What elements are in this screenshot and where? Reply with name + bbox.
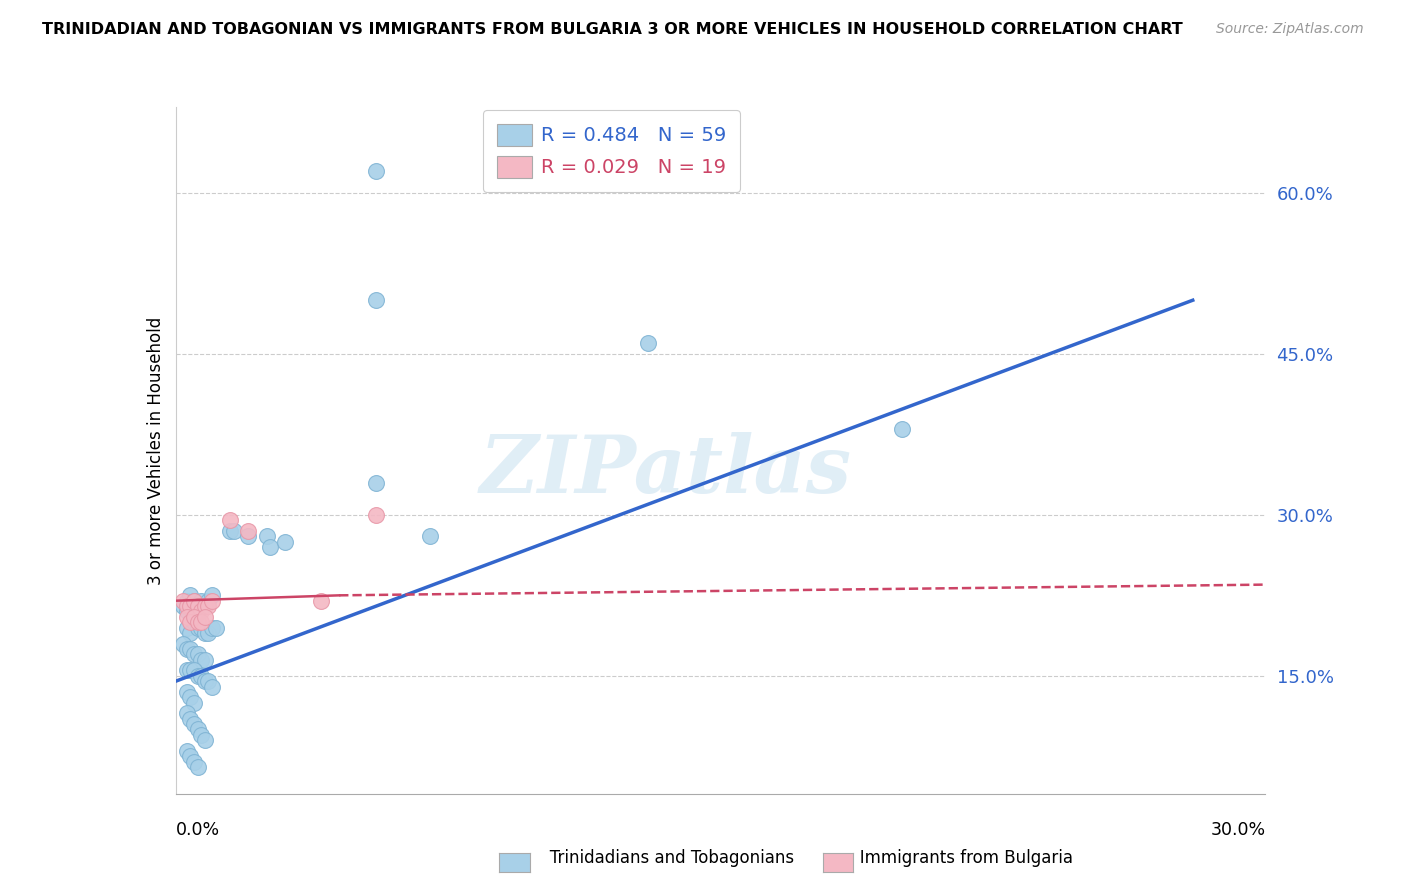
Point <box>186 621 209 635</box>
Point <box>179 749 201 764</box>
Point <box>259 540 281 554</box>
Point <box>190 615 212 630</box>
Point <box>238 524 260 538</box>
Point <box>186 615 209 630</box>
Point <box>309 593 332 607</box>
Point <box>419 529 441 543</box>
Point <box>179 712 201 726</box>
Point <box>201 588 224 602</box>
Point <box>201 593 224 607</box>
Point <box>179 664 201 678</box>
Point <box>186 760 209 774</box>
Point <box>176 744 198 758</box>
Point <box>176 621 198 635</box>
Point <box>179 615 201 630</box>
Point <box>201 680 224 694</box>
Point <box>364 475 387 490</box>
Point <box>274 534 297 549</box>
Point <box>186 599 209 613</box>
Point <box>176 593 198 607</box>
Text: Trinidadians and Tobagonians: Trinidadians and Tobagonians <box>534 849 794 867</box>
Point <box>190 621 212 635</box>
Point <box>176 604 198 618</box>
Point <box>364 293 387 308</box>
Point <box>190 728 212 742</box>
Text: 0.0%: 0.0% <box>176 821 219 838</box>
Point <box>219 524 242 538</box>
Point <box>183 593 205 607</box>
Point <box>183 696 205 710</box>
Point <box>183 609 205 624</box>
Point <box>194 626 217 640</box>
Point <box>238 529 260 543</box>
Point <box>176 706 198 721</box>
Point <box>364 164 387 178</box>
Point <box>190 593 212 607</box>
Point <box>183 648 205 662</box>
Point <box>183 593 205 607</box>
Point <box>190 669 212 683</box>
Point <box>186 669 209 683</box>
Point <box>194 653 217 667</box>
Point <box>183 599 205 613</box>
Text: TRINIDADIAN AND TOBAGONIAN VS IMMIGRANTS FROM BULGARIA 3 OR MORE VEHICLES IN HOU: TRINIDADIAN AND TOBAGONIAN VS IMMIGRANTS… <box>42 22 1182 37</box>
Point <box>179 642 201 657</box>
Point <box>186 723 209 737</box>
Point <box>186 599 209 613</box>
Text: Immigrants from Bulgaria: Immigrants from Bulgaria <box>844 849 1073 867</box>
Point <box>637 336 659 351</box>
Point <box>194 599 217 613</box>
Point <box>179 588 201 602</box>
Point <box>197 626 219 640</box>
Point <box>176 685 198 699</box>
Point <box>190 653 212 667</box>
Point <box>176 664 198 678</box>
Point <box>179 599 201 613</box>
Point <box>186 604 209 618</box>
Point <box>201 621 224 635</box>
Text: Source: ZipAtlas.com: Source: ZipAtlas.com <box>1216 22 1364 37</box>
Point <box>194 609 217 624</box>
Text: ZIPatlas: ZIPatlas <box>479 433 852 510</box>
Legend: R = 0.484   N = 59, R = 0.029   N = 19: R = 0.484 N = 59, R = 0.029 N = 19 <box>484 110 740 192</box>
Point <box>204 621 226 635</box>
Point <box>197 593 219 607</box>
Point <box>190 604 212 618</box>
Point <box>222 524 245 538</box>
Point <box>183 755 205 769</box>
Point <box>186 648 209 662</box>
Point <box>197 599 219 613</box>
Point <box>183 615 205 630</box>
Point <box>197 674 219 689</box>
Point <box>219 513 242 527</box>
Text: 30.0%: 30.0% <box>1211 821 1265 838</box>
Y-axis label: 3 or more Vehicles in Household: 3 or more Vehicles in Household <box>146 317 165 584</box>
Point <box>172 593 194 607</box>
Point <box>194 599 217 613</box>
Point <box>891 422 914 436</box>
Point <box>176 642 198 657</box>
Point <box>176 599 198 613</box>
Point <box>183 717 205 731</box>
Point <box>364 508 387 522</box>
Point <box>172 599 194 613</box>
Point <box>176 609 198 624</box>
Point <box>256 529 278 543</box>
Point <box>179 626 201 640</box>
Point <box>183 664 205 678</box>
Point <box>172 637 194 651</box>
Point <box>194 733 217 747</box>
Point <box>194 674 217 689</box>
Point <box>179 690 201 705</box>
